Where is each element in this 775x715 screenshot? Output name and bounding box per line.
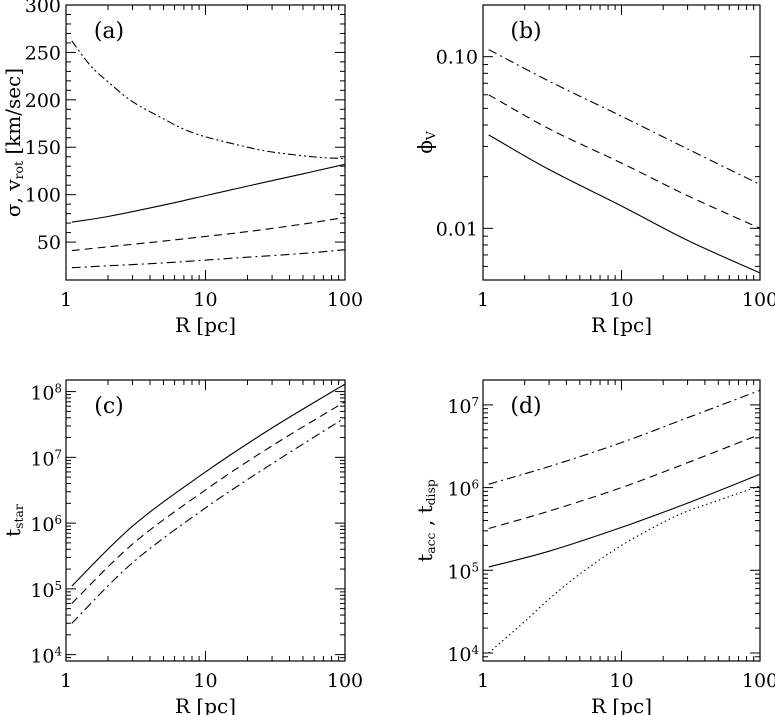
y-tick-label: 106 xyxy=(447,478,479,501)
series-line-dashdot xyxy=(71,417,346,624)
y-tick-label: 200 xyxy=(25,90,61,112)
series-line-solid xyxy=(71,383,346,587)
series-line-dashdot xyxy=(488,49,761,185)
series-line-dashed xyxy=(71,216,346,252)
y-axis-label: σ, vrot [km/sec] xyxy=(1,68,26,217)
y-axis-label: tacc , tdisp xyxy=(413,479,438,562)
x-tick-label: 10 xyxy=(193,289,217,311)
x-tick-label: 1 xyxy=(60,289,72,311)
panel-d: 1 10 100 104 105 106 107 R [pc] tacc , tdisp (d) xyxy=(413,379,775,715)
x-tick-label: 1 xyxy=(477,670,489,692)
y-tick-label: 150 xyxy=(25,137,61,159)
y-axis-label: tstar xyxy=(1,504,26,537)
y-tick-label: 108 xyxy=(30,382,62,405)
y-tick-label: 0.10 xyxy=(436,47,478,69)
series-line-dashed xyxy=(488,433,761,530)
y-tick-label: 50 xyxy=(37,232,61,254)
panel-a: 1 10 100 50 100 150 200 250 300 R [pc] σ, vrot [km… xyxy=(1,0,363,337)
y-tick-label: 105 xyxy=(30,579,62,602)
x-tick-label: 10 xyxy=(609,289,633,311)
panel-tag: (a) xyxy=(94,19,124,44)
x-tick-label: 100 xyxy=(327,670,363,692)
y-tick-label: 100 xyxy=(25,185,61,207)
y-tick-label: 105 xyxy=(447,560,479,583)
plot-frame xyxy=(482,379,761,662)
y-tick-label: 104 xyxy=(447,643,479,666)
y-tick-label: 107 xyxy=(30,447,62,470)
series-line-dashdot xyxy=(71,249,346,269)
x-axis-label: R [pc] xyxy=(591,694,652,715)
plot-frame xyxy=(65,379,346,662)
x-axis-label: R [pc] xyxy=(175,694,236,715)
x-tick-label: 100 xyxy=(742,670,775,692)
y-tick-label: 0.01 xyxy=(436,218,478,240)
plot-frame xyxy=(482,4,761,281)
x-axis-label: R [pc] xyxy=(175,313,236,337)
x-tick-label: 100 xyxy=(327,289,363,311)
panel-b: 1 10 100 0.01 0.10 R [pc] ϕV (b) xyxy=(413,4,775,337)
y-tick-label: 250 xyxy=(25,42,61,64)
x-tick-label: 10 xyxy=(609,670,633,692)
panel-c: 1 10 100 104 105 106 107 108 R [pc] tstar (c) xyxy=(1,379,363,715)
y-tick-label: 107 xyxy=(447,395,479,418)
x-tick-label: 100 xyxy=(742,289,775,311)
panel-tag: (d) xyxy=(510,394,541,419)
y-axis-label: ϕV xyxy=(413,130,438,154)
series-line-dashed xyxy=(488,94,761,229)
x-tick-label: 10 xyxy=(193,670,217,692)
series-line-solid xyxy=(71,163,346,223)
x-axis-label: R [pc] xyxy=(591,313,652,337)
y-tick-label: 106 xyxy=(30,513,62,536)
series-line-solid xyxy=(488,134,761,274)
plot-frame xyxy=(65,4,346,281)
series-line-solid xyxy=(488,473,761,568)
series-line-dashdotdot xyxy=(71,40,346,160)
series-line-dashed xyxy=(71,401,346,604)
panel-tag: (b) xyxy=(510,19,541,44)
series-line-dashdot xyxy=(488,389,761,485)
y-tick-label: 300 xyxy=(25,0,61,17)
y-tick-label: 104 xyxy=(30,645,62,668)
series-line-dotted xyxy=(488,485,761,654)
x-tick-label: 1 xyxy=(60,670,72,692)
panel-tag: (c) xyxy=(94,394,124,419)
x-tick-label: 1 xyxy=(477,289,489,311)
